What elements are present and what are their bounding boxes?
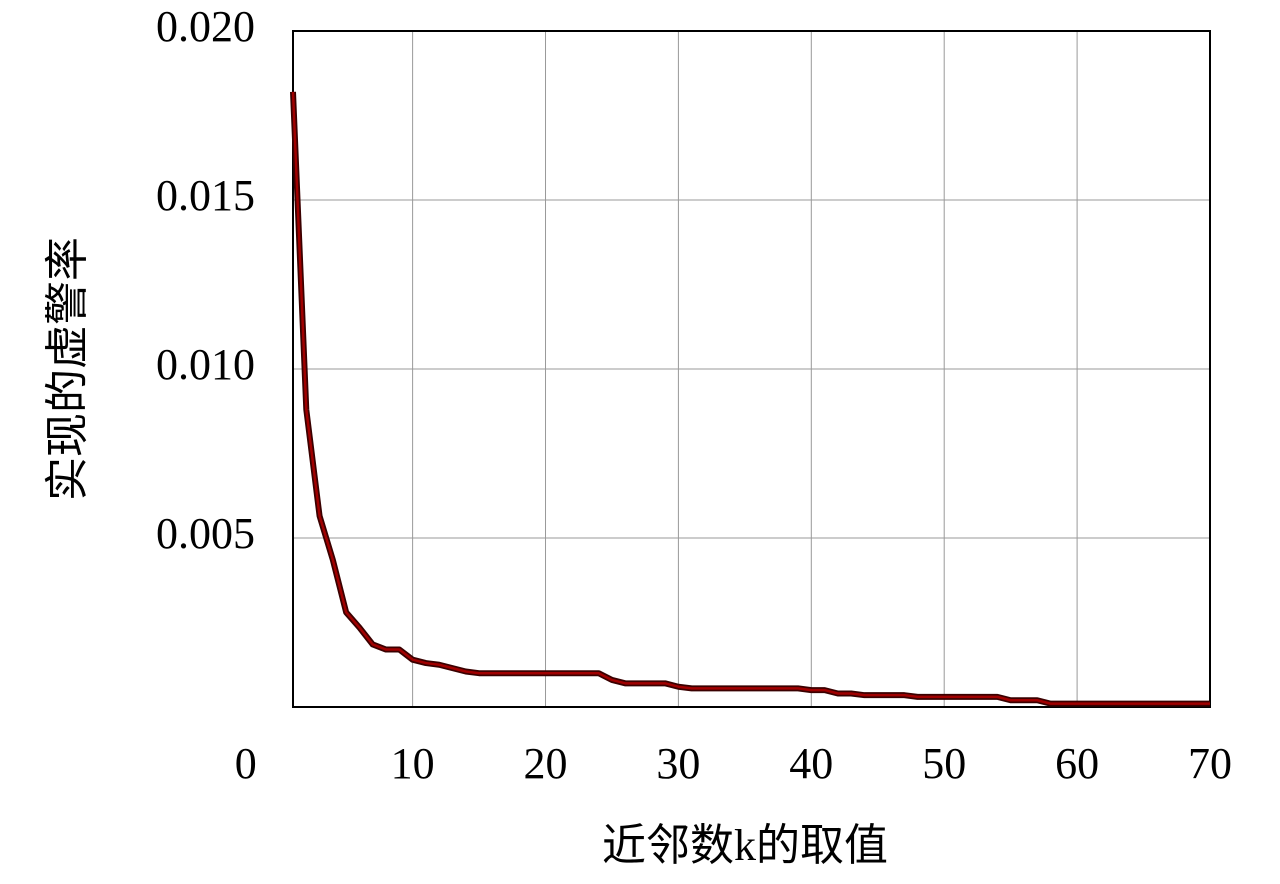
y-tick-label: 0.020 — [156, 2, 255, 51]
x-tick-label: 20 — [524, 739, 568, 788]
y-axis-label: 实现的虚警率 — [43, 237, 92, 501]
y-tick-label: 0.010 — [156, 340, 255, 389]
x-tick-label: 50 — [922, 739, 966, 788]
x-tick-label: 10 — [391, 739, 435, 788]
y-tick-label: 0.005 — [156, 509, 255, 558]
x-tick-label: 70 — [1188, 739, 1232, 788]
x-tick-label: 30 — [656, 739, 700, 788]
x-tick-label: 0 — [235, 739, 257, 788]
plot-frame — [292, 30, 1211, 708]
y-tick-label: 0.015 — [156, 171, 255, 220]
x-tick-label: 40 — [789, 739, 833, 788]
data-line — [291, 91, 1210, 705]
x-axis-label: 近邻数k的取值 — [602, 821, 888, 870]
x-tick-label: 60 — [1055, 739, 1099, 788]
line-outline — [290, 91, 1210, 707]
